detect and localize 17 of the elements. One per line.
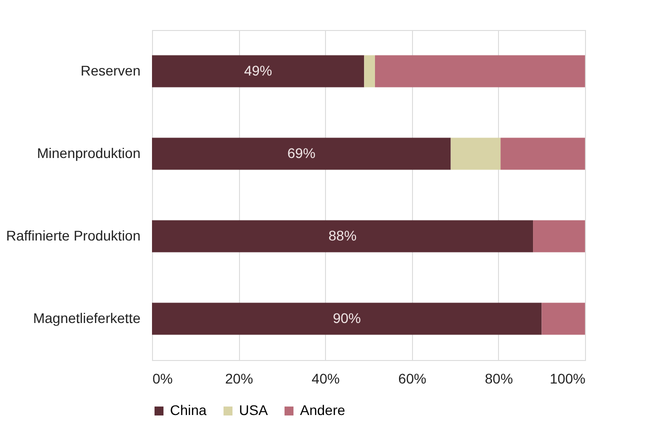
x-tick-label: 40% [312,370,340,386]
y-tick-label: Magnetlieferkette [33,310,141,326]
x-tick-label: 100% [550,370,586,386]
data-label: 88% [328,227,357,244]
x-tick-label: 60% [398,370,426,386]
x-tick-label: 80% [484,370,513,386]
x-tick-label: 20% [225,370,254,386]
y-tick-label: Reserven [80,62,140,78]
legend-label: USA [239,402,268,418]
x-tick-label: 0% [152,370,173,386]
data-label: 69% [287,144,316,161]
data-label: 49% [244,62,272,78]
legend-label: China [170,402,207,418]
data-label: 90% [332,310,361,326]
y-tick-label: Raffinierte Produktion [6,227,140,244]
legend-label: Andere [300,402,346,418]
y-tick-label: Minenproduktion [36,144,140,161]
